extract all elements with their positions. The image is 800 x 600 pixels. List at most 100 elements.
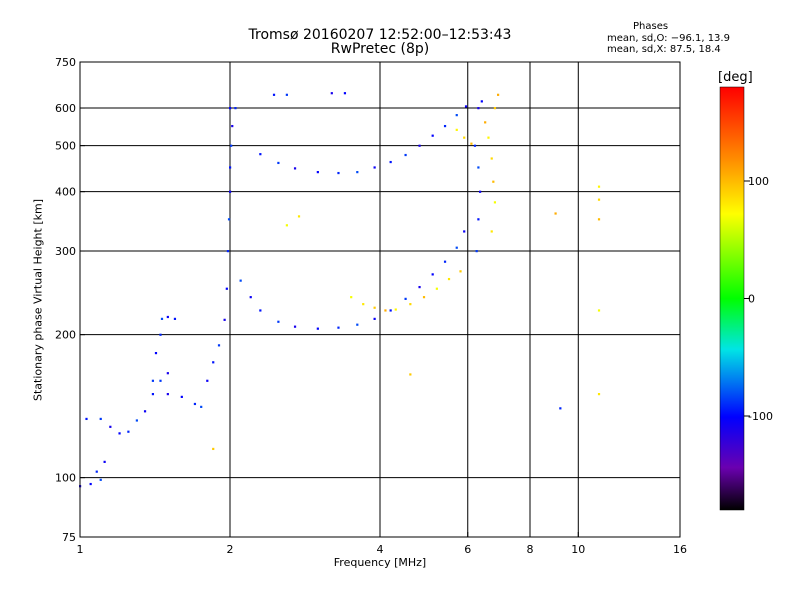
stats-heading: Phases — [633, 21, 669, 32]
data-point — [118, 432, 121, 435]
data-point — [85, 417, 88, 421]
data-point — [431, 273, 434, 276]
y-tick-label: 75 — [62, 531, 76, 544]
data-point — [229, 166, 232, 169]
x-tick-label: 1 — [77, 543, 84, 556]
data-point — [239, 279, 242, 282]
data-point — [200, 405, 203, 408]
x-tick-label: 8 — [527, 543, 534, 556]
data-point — [373, 166, 376, 169]
data-point — [159, 333, 162, 336]
data-point — [459, 270, 462, 273]
data-point — [492, 180, 495, 183]
data-point — [431, 134, 434, 137]
grid-lines — [80, 62, 680, 537]
data-point — [554, 212, 557, 215]
data-point — [477, 107, 480, 110]
x-tick-label: 4 — [377, 543, 384, 556]
data-point — [484, 121, 487, 124]
data-point — [404, 297, 407, 300]
data-point — [259, 309, 262, 312]
data-point — [559, 407, 562, 410]
data-point — [285, 93, 288, 96]
data-point — [443, 260, 447, 263]
data-point — [447, 277, 451, 281]
data-point — [337, 326, 340, 329]
data-point — [443, 124, 447, 128]
data-point — [409, 373, 412, 376]
data-point — [463, 136, 466, 139]
data-point — [480, 100, 483, 103]
x-axis-label: Frequency [MHz] — [333, 556, 427, 569]
chart-subtitle: RwPretec (8p) — [330, 41, 430, 57]
colorbar-tick-label: -100 — [748, 410, 773, 423]
data-point — [394, 308, 397, 311]
data-point — [418, 144, 421, 147]
data-point — [316, 171, 319, 174]
data-point — [389, 309, 392, 312]
y-tick-label: 600 — [55, 102, 76, 115]
data-point — [464, 105, 468, 108]
data-point — [404, 153, 407, 157]
data-point — [493, 107, 497, 110]
x-tick-label: 16 — [673, 543, 687, 556]
data-point — [496, 93, 500, 96]
data-point — [455, 128, 458, 131]
data-point — [227, 218, 231, 221]
y-tick-label: 200 — [55, 329, 76, 342]
data-point — [384, 309, 387, 312]
data-point — [154, 351, 158, 355]
data-point — [217, 344, 221, 347]
data-point — [418, 285, 421, 289]
data-point — [95, 470, 98, 473]
stats-x-mode: mean, sd,X: 87.5, 18.4 — [607, 44, 721, 55]
data-point — [463, 230, 466, 233]
data-point — [99, 478, 102, 481]
data-point — [109, 425, 112, 428]
data-point — [479, 190, 482, 193]
data-point — [455, 114, 458, 117]
data-point — [337, 171, 340, 175]
data-point — [373, 317, 376, 320]
data-point — [89, 482, 92, 486]
x-axis-ticks: 1 2 4 6 8 10 16 — [77, 532, 687, 556]
data-point — [343, 92, 347, 95]
y-axis-label: Stationary phase Virtual Height [km] — [31, 198, 45, 402]
chart-title: Tromsø 20160207 12:52:00–12:53:43 — [248, 27, 512, 43]
x-tick-label: 6 — [464, 543, 471, 556]
data-point — [477, 218, 480, 221]
data-point — [277, 161, 280, 165]
data-point — [193, 402, 197, 406]
data-point — [212, 361, 215, 364]
data-point — [409, 303, 412, 306]
x-tick-label: 10 — [571, 543, 585, 556]
data-point — [151, 393, 155, 396]
data-point — [127, 430, 130, 433]
data-point — [99, 417, 102, 421]
data-point — [389, 160, 392, 164]
data-point — [356, 323, 359, 326]
data-point — [180, 395, 183, 398]
data-point — [166, 393, 169, 396]
data-point — [330, 92, 333, 95]
data-point — [206, 379, 209, 382]
y-tick-label: 400 — [55, 186, 76, 199]
data-point — [316, 327, 319, 330]
data-point — [490, 157, 493, 160]
data-point — [356, 171, 359, 174]
data-point — [597, 393, 601, 396]
data-point — [285, 224, 288, 227]
colorbar-label: [deg] — [718, 70, 753, 85]
stats-o-mode: mean, sd,O: −96.1, 13.9 — [607, 33, 730, 44]
data-point — [212, 447, 215, 451]
data-point — [151, 379, 155, 382]
data-point — [455, 246, 458, 249]
data-point — [159, 379, 162, 382]
data-point — [231, 124, 234, 128]
data-point — [293, 167, 297, 170]
data-point — [473, 144, 477, 147]
data-point — [249, 296, 252, 299]
data-point — [234, 107, 237, 110]
data-point — [229, 190, 232, 193]
